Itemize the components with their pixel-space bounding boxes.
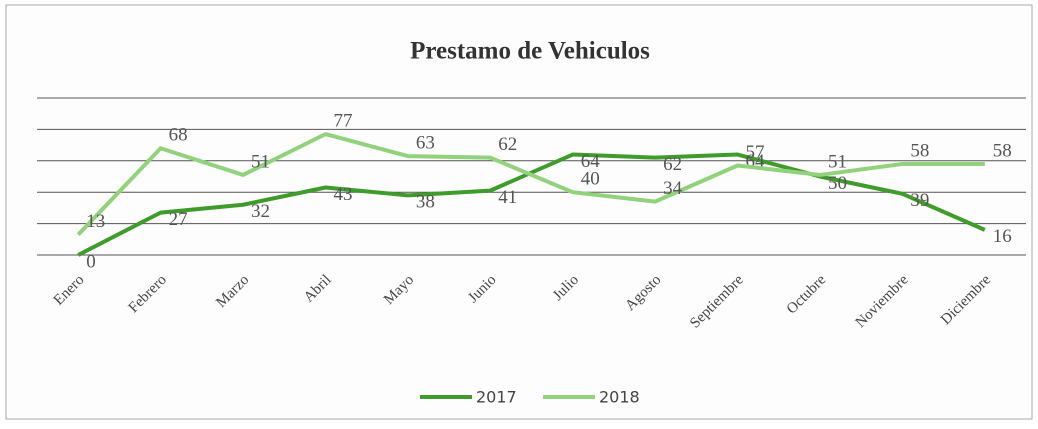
data-label: 51 [251,151,270,172]
data-label: 16 [993,226,1012,247]
data-label: 39 [910,190,929,211]
data-label: 43 [333,184,352,205]
data-label: 77 [333,110,352,131]
data-label: 62 [498,134,517,155]
data-label: 40 [581,169,600,190]
data-label: 41 [498,187,517,208]
data-label: 34 [663,178,683,199]
data-label: 63 [416,132,435,153]
data-label: 64 [581,151,601,172]
data-label: 57 [746,142,765,163]
series-line [76,132,985,236]
data-label: 58 [993,140,1012,161]
chart-title: Prestamo de Vehiculos [410,38,650,65]
legend-label: 2017 [476,388,517,407]
data-label: 38 [416,192,435,213]
data-label: 32 [251,201,270,222]
data-label: 0 [86,251,96,272]
data-label: 68 [169,125,188,146]
legend-label: 2018 [599,388,640,407]
data-label: 27 [169,209,188,230]
data-label: 50 [828,173,847,194]
series-line [77,152,986,257]
data-label: 13 [86,211,105,232]
data-label: 51 [828,151,847,172]
data-label: 58 [910,140,929,161]
data-label: 62 [663,154,682,175]
